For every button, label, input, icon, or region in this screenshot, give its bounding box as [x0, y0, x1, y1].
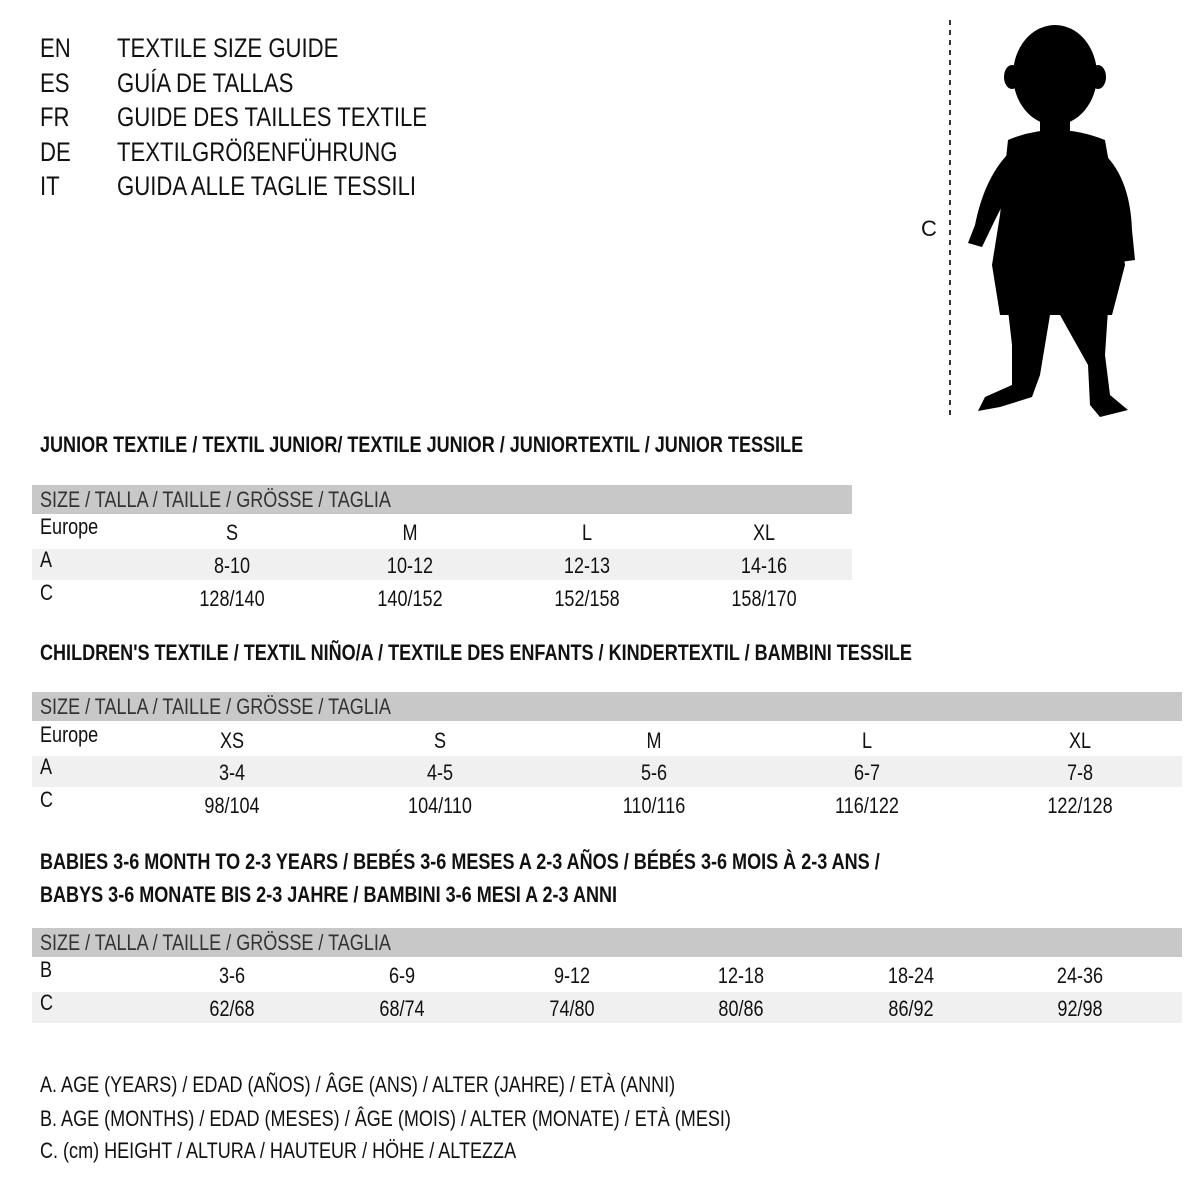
table-cell: XL — [752, 520, 776, 545]
language-title: TEXTILE SIZE GUIDE — [117, 33, 339, 63]
table-cell: 92/98 — [1057, 996, 1103, 1021]
language-code: DE — [40, 136, 71, 167]
row-label: C — [40, 787, 54, 812]
language-code: FR — [40, 102, 70, 132]
table-cell: 9-12 — [553, 963, 591, 988]
table-cell: 74/80 — [549, 996, 595, 1021]
table-cell: 62/68 — [209, 996, 255, 1021]
language-code: EN — [40, 33, 71, 63]
table-cell: 152/158 — [554, 586, 620, 611]
table-cell: 5-6 — [640, 760, 668, 785]
table-cell: 24-36 — [1056, 963, 1104, 988]
table-cell: L — [581, 520, 593, 545]
babies-size-header: SIZE / TALLA / TAILLE / GRÖSSE / TAGLIA — [32, 928, 1182, 957]
table-cell: 12-18 — [717, 963, 765, 988]
row-label: B — [40, 957, 53, 982]
table-cell: 158/170 — [731, 586, 797, 611]
table-cell: 116/122 — [835, 793, 899, 818]
legend-a: A. AGE (YEARS) / EDAD (AÑOS) / ÂGE (ANS)… — [40, 1072, 676, 1097]
table-cell: 8-10 — [213, 553, 251, 578]
legend-b: B. AGE (MONTHS) / EDAD (MESES) / ÂGE (MO… — [40, 1106, 731, 1131]
table-cell: XS — [219, 728, 245, 753]
legend-c: C. (cm) HEIGHT / ALTURA / HAUTEUR / HÖHE… — [40, 1138, 517, 1163]
table-cell: 110/116 — [622, 793, 686, 818]
language-code: IT — [40, 171, 60, 201]
row-label: A — [40, 547, 53, 572]
children-heading: CHILDREN'S TEXTILE / TEXTIL NIÑO/A / TEX… — [40, 640, 912, 665]
table-cell: 3-4 — [218, 760, 246, 785]
table-cell: 6-7 — [853, 760, 881, 785]
children-size-header: SIZE / TALLA / TAILLE / GRÖSSE / TAGLIA — [32, 692, 1182, 721]
table-cell: 18-24 — [887, 963, 935, 988]
row-label: C — [40, 580, 54, 605]
table-cell: 80/86 — [718, 996, 764, 1021]
table-cell: 68/74 — [379, 996, 425, 1021]
table-cell: 12-13 — [563, 553, 611, 578]
language-title: GUÍA DE TALLAS — [117, 67, 294, 98]
table-cell: 98/104 — [204, 793, 260, 818]
table-cell: 122/128 — [1047, 793, 1113, 818]
table-cell: 4-5 — [426, 760, 454, 785]
babies-heading: BABYS 3-6 MONATE BIS 2-3 JAHRE / BAMBINI… — [40, 882, 618, 907]
table-cell: 140/152 — [377, 586, 443, 611]
height-measure-label: C — [921, 216, 937, 241]
table-cell: 128/140 — [199, 586, 265, 611]
table-cell: L — [861, 728, 873, 753]
language-title: TEXTILGRÖßENFÜHRUNG — [117, 136, 398, 167]
table-cell: 6-9 — [388, 963, 416, 988]
table-cell: M — [646, 728, 662, 753]
table-cell: 10-12 — [386, 553, 434, 578]
table-cell: M — [402, 520, 418, 545]
table-cell: 86/92 — [888, 996, 934, 1021]
babies-heading: BABIES 3-6 MONTH TO 2-3 YEARS / BEBÉS 3-… — [40, 849, 880, 874]
junior-size-header: SIZE / TALLA / TAILLE / GRÖSSE / TAGLIA — [32, 485, 852, 514]
row-label: Europe — [40, 722, 99, 747]
row-shade — [32, 756, 1182, 787]
row-label: A — [40, 754, 53, 779]
table-cell: 3-6 — [218, 963, 246, 988]
table-cell: 7-8 — [1066, 760, 1094, 785]
row-label: Europe — [40, 514, 99, 539]
table-cell: S — [433, 728, 447, 753]
row-shade — [32, 549, 852, 580]
table-cell: XL — [1068, 728, 1092, 753]
language-title: GUIDA ALLE TAGLIE TESSILI — [117, 171, 417, 201]
row-shade — [32, 992, 1182, 1023]
language-code: ES — [40, 67, 70, 98]
row-label: C — [40, 990, 54, 1015]
junior-heading: JUNIOR TEXTILE / TEXTIL JUNIOR/ TEXTILE … — [40, 432, 804, 457]
baby-silhouette-icon — [949, 20, 1135, 417]
table-cell: S — [225, 520, 239, 545]
table-cell: 14-16 — [740, 553, 788, 578]
language-title: GUIDE DES TAILLES TEXTILE — [117, 102, 428, 132]
table-cell: 104/110 — [408, 793, 472, 818]
